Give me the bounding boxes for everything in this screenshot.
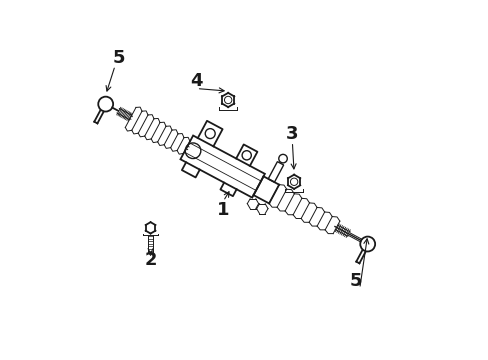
Text: 4: 4: [190, 72, 203, 90]
Text: 2: 2: [144, 251, 157, 269]
Text: 5: 5: [349, 272, 362, 290]
Text: 3: 3: [285, 125, 298, 143]
Text: 5: 5: [112, 49, 124, 67]
Text: 1: 1: [217, 201, 229, 219]
